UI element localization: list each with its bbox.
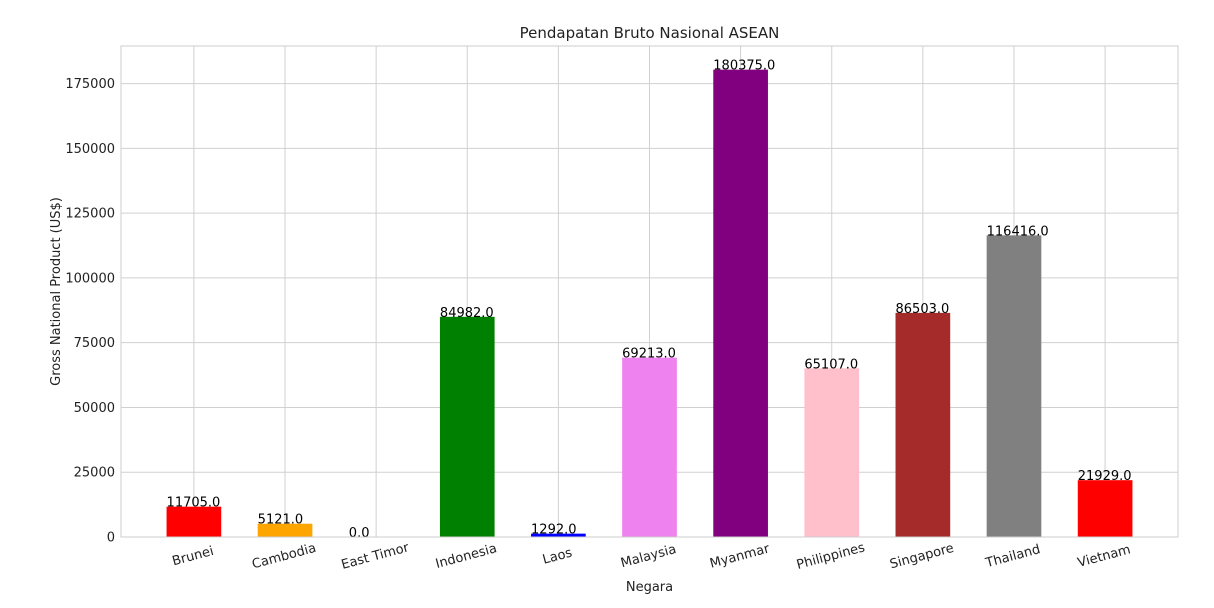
x-tick-label: East Timor bbox=[340, 540, 411, 573]
y-tick-label: 100000 bbox=[65, 271, 115, 286]
x-tick-label: Thailand bbox=[983, 542, 1042, 571]
bar-thailand bbox=[986, 235, 1042, 537]
x-tick-label: Brunei bbox=[171, 544, 216, 569]
y-tick-label: 175000 bbox=[65, 77, 115, 92]
bar-value-label: 5121.0 bbox=[258, 513, 304, 528]
x-tick-label: Singapore bbox=[888, 541, 955, 572]
bar-indonesia bbox=[439, 316, 495, 537]
x-tick-label: Philippines bbox=[795, 540, 867, 573]
bar-brunei bbox=[166, 506, 222, 537]
y-tick-label: 0 bbox=[107, 531, 115, 546]
bar-value-label: 180375.0 bbox=[713, 59, 775, 74]
bars bbox=[166, 69, 1133, 538]
x-tick-label: Malaysia bbox=[619, 542, 678, 571]
y-tick-label: 125000 bbox=[65, 207, 115, 222]
y-tick-label: 75000 bbox=[74, 336, 115, 351]
bar-value-label: 116416.0 bbox=[987, 224, 1049, 239]
y-tick-label: 50000 bbox=[74, 401, 115, 416]
bar-value-label: 11705.0 bbox=[167, 496, 221, 511]
y-axis-label: Gross National Product (US$) bbox=[49, 197, 64, 386]
x-tick-label: Vietnam bbox=[1076, 542, 1132, 571]
bar-vietnam bbox=[1077, 480, 1133, 537]
bar-value-label: 65107.0 bbox=[804, 357, 858, 372]
bar-value-labels: 11705.0 5121.0 0.0 84982.0 1292.0 69213.0 1803… bbox=[167, 59, 1132, 541]
bar-myanmar bbox=[713, 69, 768, 538]
bar-value-label: 86503.0 bbox=[896, 302, 950, 317]
x-tick-label: Indonesia bbox=[434, 541, 499, 572]
y-axis-ticks: 0 25000 50000 75000 100000 125000 150000 175000 bbox=[65, 77, 115, 545]
bar-philippines bbox=[804, 368, 860, 537]
x-axis-ticks: Brunei Cambodia East Timor Indonesia Laos Mal… bbox=[171, 540, 1133, 573]
bar-value-label: 21929.0 bbox=[1078, 469, 1132, 484]
bar-value-label: 1292.0 bbox=[531, 523, 577, 538]
x-axis-label: Negara bbox=[626, 580, 673, 595]
bar-value-label: 69213.0 bbox=[622, 347, 676, 362]
bar-value-label: 84982.0 bbox=[440, 306, 494, 321]
plot-frame bbox=[120, 45, 1179, 538]
x-tick-label: Myanmar bbox=[708, 541, 772, 571]
bar-cambodia bbox=[257, 523, 313, 537]
bar-singapore bbox=[895, 312, 951, 537]
bar-laos bbox=[531, 533, 586, 537]
chart-title: Pendapatan Bruto Nasional ASEAN bbox=[520, 24, 780, 42]
x-tick-label: Laos bbox=[541, 545, 574, 567]
x-tick-label: Cambodia bbox=[250, 541, 317, 573]
y-tick-label: 25000 bbox=[74, 466, 115, 481]
bar-value-label: 0.0 bbox=[349, 526, 370, 541]
bar-malaysia bbox=[622, 357, 677, 537]
y-tick-label: 150000 bbox=[65, 142, 115, 157]
